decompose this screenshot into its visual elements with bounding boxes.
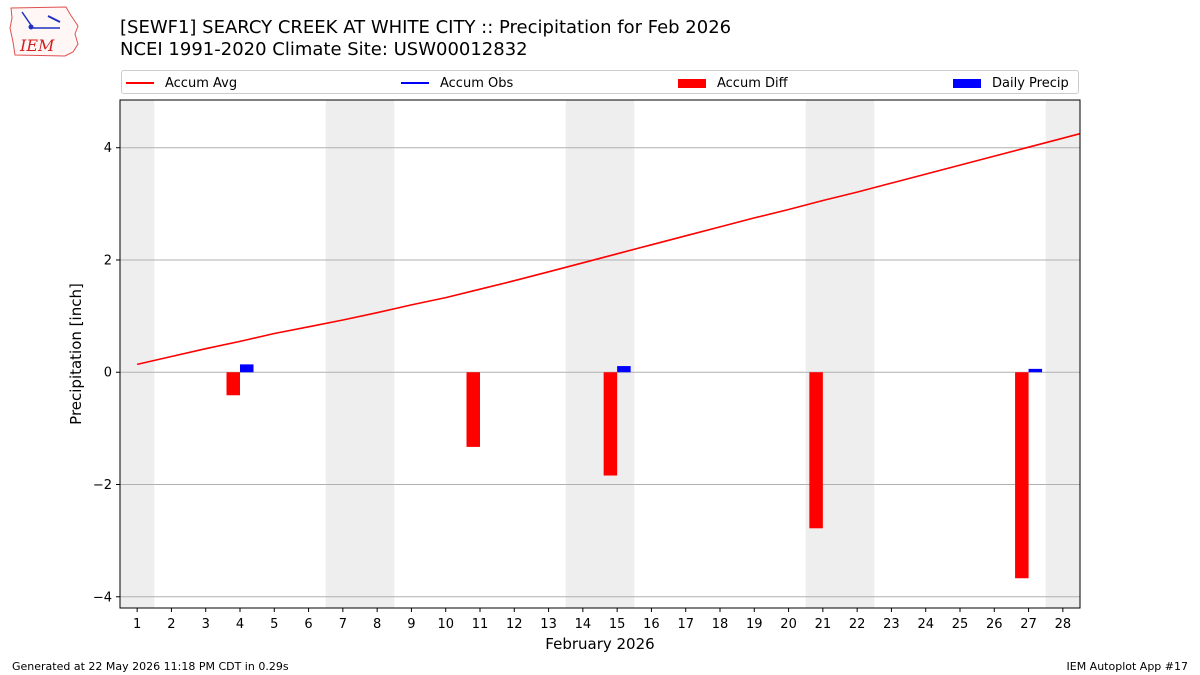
y-tick-label: −2 [93,478,112,493]
y-axis-label: Precipitation [inch] [67,283,85,425]
x-tick-label: 23 [883,617,900,632]
footer-app-text: IEM Autoplot App #17 [1066,660,1189,673]
chart-legend: Accum Avg Accum Obs Accum Diff Daily Pre… [121,70,1079,94]
legend-swatch-accum-obs [401,82,429,84]
legend-swatch-accum-avg [126,82,154,84]
weekend-shading-band [120,100,155,608]
x-tick-label: 15 [609,617,626,632]
legend-item-accum-avg: Accum Avg [126,74,237,92]
weekend-shading-band [805,100,875,608]
weekend-shading-band [565,100,635,608]
x-tick-label: 14 [575,617,592,632]
x-tick-label: 4 [236,617,244,632]
x-tick-label: 26 [986,617,1003,632]
plot-frame [119,99,1081,609]
accum-diff-bar [226,372,240,396]
x-tick-label: 20 [780,617,797,632]
x-tick-label: 27 [1020,617,1037,632]
iem-logo: IEM [9,6,79,57]
x-tick-label: 25 [952,617,969,632]
legend-label-accum-obs: Accum Obs [440,75,514,91]
x-tick-label: 21 [815,617,832,632]
y-tick-label: 2 [104,253,112,268]
chart-subtitle: NCEI 1991-2020 Climate Site: USW00012832 [120,39,528,60]
footer-generated-text: Generated at 22 May 2026 11:18 PM CDT in… [12,660,289,673]
series-line-accum-avg [136,132,1081,366]
weekend-shading-band [325,100,395,608]
daily-precip-bar [617,366,631,373]
x-tick-label: 17 [677,617,694,632]
legend-label-accum-diff: Accum Diff [717,75,788,91]
chart-title: [SEWF1] SEARCY CREEK AT WHITE CITY :: Pr… [120,17,732,38]
y-tick-label: −4 [93,590,112,605]
x-tick-label: 22 [849,617,866,632]
accum-diff-bar [466,372,480,447]
legend-item-daily-precip: Daily Precip [953,74,1069,92]
x-tick-label: 6 [304,617,312,632]
x-tick-label: 1 [133,617,141,632]
x-tick-label: 13 [540,617,557,632]
accum-diff-bar [603,372,618,476]
legend-item-accum-diff: Accum Diff [678,74,788,92]
y-tick-label: 4 [104,141,112,156]
x-tick-label: 28 [1055,617,1072,632]
x-tick-label: 5 [270,617,278,632]
daily-precip-bar [240,364,254,373]
x-tick-label: 16 [643,617,660,632]
daily-precip-bar [1028,368,1043,373]
legend-swatch-accum-diff [678,78,706,88]
x-tick-label: 3 [202,617,210,632]
weekend-shading-band [1045,100,1080,608]
x-tick-label: 7 [339,617,347,632]
accum-diff-bar [1015,372,1029,579]
x-tick-label: 24 [917,617,934,632]
legend-label-accum-avg: Accum Avg [165,75,238,91]
y-tick-label: 0 [104,366,112,381]
legend-swatch-daily-precip [953,78,981,88]
logo-text: IEM [19,36,55,55]
x-tick-label: 8 [373,617,381,632]
x-tick-label: 19 [746,617,763,632]
accum-diff-bar [809,372,823,529]
x-tick-label: 9 [407,617,415,632]
x-tick-label: 12 [506,617,523,632]
legend-item-accum-obs: Accum Obs [401,74,513,92]
x-tick-label: 2 [167,617,175,632]
legend-label-daily-precip: Daily Precip [992,75,1069,91]
x-tick-label: 10 [437,617,454,632]
x-axis-label: February 2026 [545,635,654,653]
x-tick-label: 18 [712,617,729,632]
x-tick-label: 11 [472,617,489,632]
